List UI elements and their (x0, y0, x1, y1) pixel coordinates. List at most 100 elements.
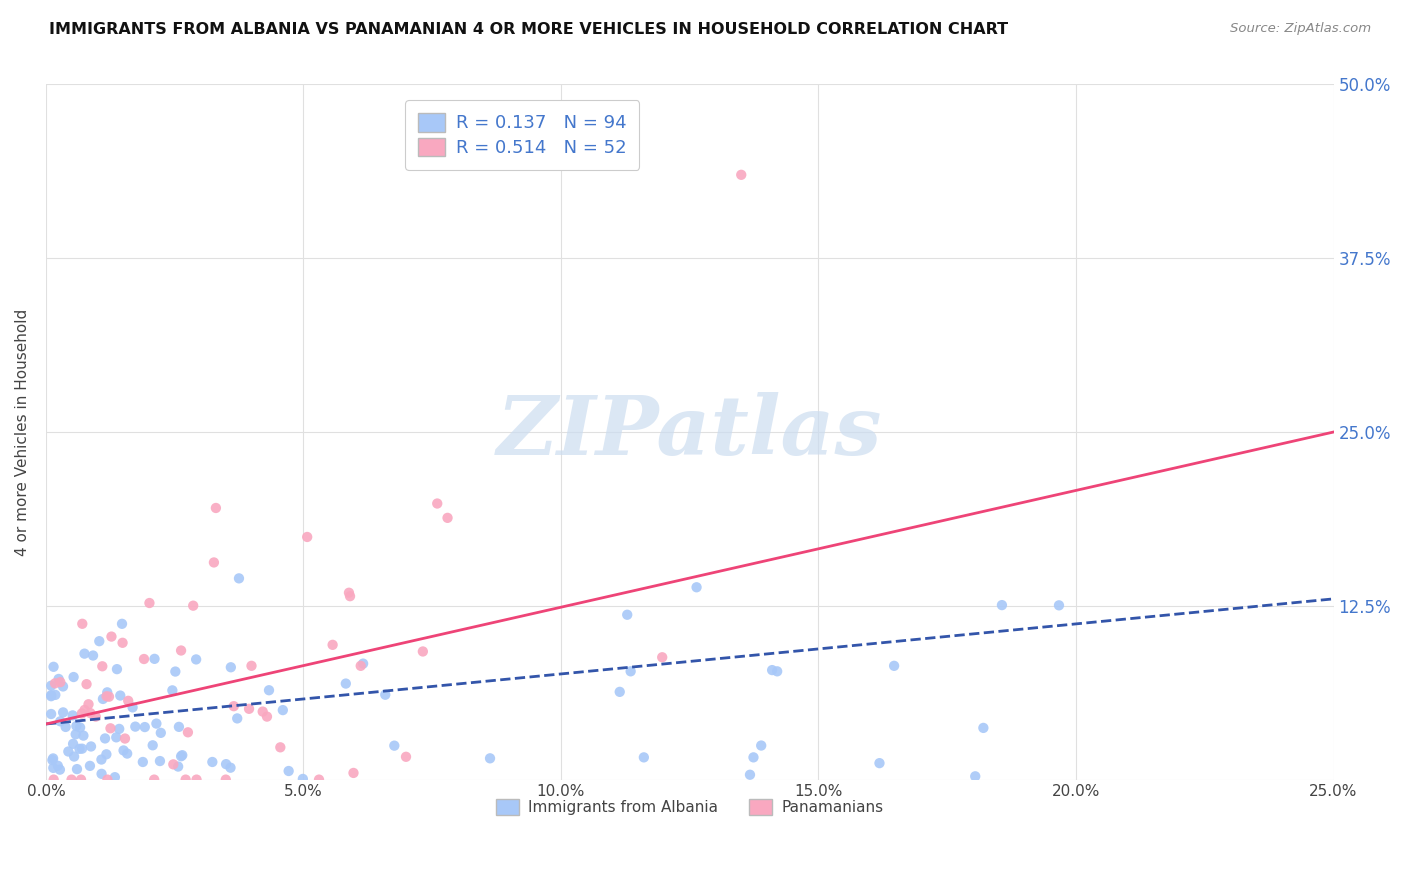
Point (337, 586, 360, 600)
Point (609, 685, 631, 699)
Point (382, 739, 405, 753)
Point (186, 652, 208, 666)
Point (90, 767, 112, 781)
Point (172, 748, 194, 763)
Point (167, 759, 190, 773)
Point (49, 763, 72, 777)
Point (342, 766, 364, 780)
Point (73, 703, 96, 717)
Point (202, 556, 225, 570)
Point (52, 706, 75, 720)
Point (104, 770, 127, 784)
Point (72, 616, 94, 631)
Point (134, 720, 156, 734)
Point (972, 721, 994, 735)
Point (149, 754, 172, 768)
Point (226, 711, 249, 725)
Point (96, 772, 118, 787)
Point (256, 709, 278, 723)
Text: IMMIGRANTS FROM ALBANIA VS PANAMANIAN 4 OR MORE VEHICLES IN HOUSEHOLD CORRELATIO: IMMIGRANTS FROM ALBANIA VS PANAMANIAN 4 … (49, 22, 1008, 37)
Point (620, 665, 643, 679)
Point (1047, 599, 1070, 613)
Point (335, 676, 357, 690)
Point (201, 755, 224, 769)
Point (121, 700, 143, 714)
Point (72, 729, 94, 743)
Point (238, 702, 260, 716)
Point (70, 706, 93, 721)
Point (44, 688, 66, 702)
Text: ZIPatlas: ZIPatlas (496, 392, 883, 472)
Point (62, 670, 84, 684)
Point (46, 758, 69, 772)
Point (165, 665, 187, 679)
Point (374, 688, 396, 702)
Point (69, 721, 91, 735)
Point (730, 168, 752, 182)
Point (277, 764, 299, 778)
Point (339, 589, 361, 603)
Point (479, 751, 502, 765)
Point (145, 716, 167, 731)
Y-axis label: 4 or more Vehicles in Household: 4 or more Vehicles in Household (15, 309, 30, 556)
Point (66, 762, 89, 776)
Point (215, 772, 238, 787)
Point (94, 731, 117, 746)
Point (761, 663, 783, 677)
Point (98, 690, 121, 704)
Point (70, 741, 93, 756)
Point (352, 657, 374, 671)
Point (48, 672, 70, 686)
Point (63, 749, 86, 764)
Point (39, 690, 62, 704)
Point (308, 772, 330, 787)
Point (108, 722, 131, 736)
Point (174, 772, 197, 787)
Point (39, 706, 62, 721)
Point (111, 636, 134, 650)
Point (149, 726, 172, 740)
Point (39, 679, 62, 693)
Text: Source: ZipAtlas.com: Source: ZipAtlas.com (1230, 22, 1371, 36)
Point (110, 689, 132, 703)
Point (96, 685, 118, 699)
Point (181, 599, 204, 613)
Point (65, 727, 87, 741)
Point (350, 658, 373, 673)
Point (766, 665, 789, 679)
Point (105, 731, 128, 745)
Point (62, 737, 84, 751)
Point (271, 703, 294, 717)
Point (65, 719, 87, 733)
Point (616, 607, 638, 622)
Point (186, 772, 208, 787)
Point (295, 530, 318, 544)
Point (79, 706, 101, 720)
Point (170, 749, 193, 764)
Point (100, 630, 122, 644)
Point (42, 660, 65, 674)
Point (73, 647, 96, 661)
Point (76, 677, 98, 691)
Point (257, 683, 280, 698)
Point (42, 772, 65, 787)
Point (84, 709, 107, 723)
Point (91, 659, 114, 673)
Point (426, 496, 449, 510)
Point (742, 750, 765, 764)
Point (42, 761, 65, 775)
Point (58, 744, 80, 758)
Point (44, 676, 66, 690)
Point (96, 747, 118, 762)
Point (77, 698, 100, 712)
Point (215, 757, 238, 772)
Point (869, 756, 891, 771)
Point (117, 694, 139, 708)
Point (62, 708, 84, 723)
Point (70, 772, 93, 787)
Point (685, 580, 707, 594)
Point (42, 751, 65, 765)
Point (96, 690, 118, 704)
Point (55, 720, 77, 734)
Point (291, 772, 314, 786)
